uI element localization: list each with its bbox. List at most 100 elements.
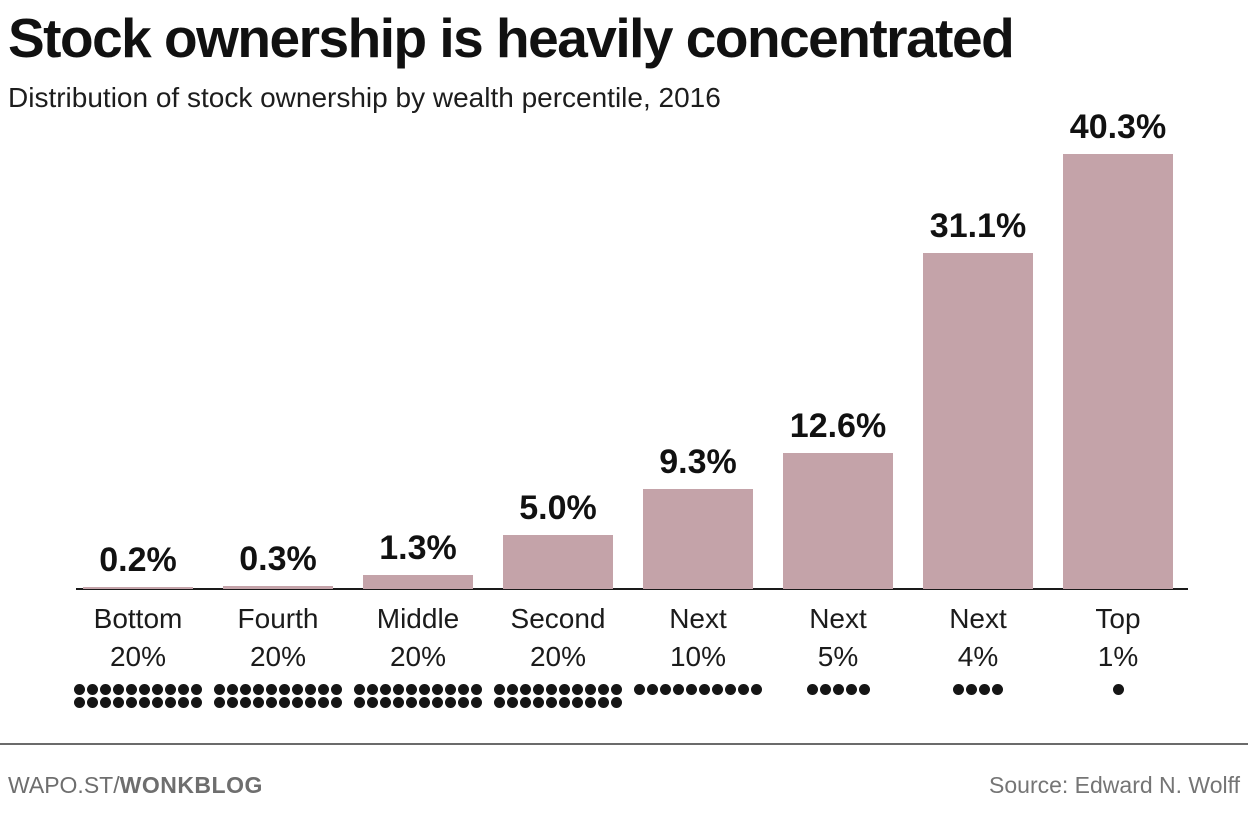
value-label-second-20-: 5.0% [519, 489, 597, 527]
category-label-bottom-20-: Bottom 20% [28, 600, 248, 676]
population-dot [139, 697, 150, 708]
population-dot [966, 684, 977, 695]
category-label-top-1-: Top 1% [1008, 600, 1228, 676]
population-dot [126, 684, 137, 695]
x-axis-line [76, 588, 1188, 590]
category-line2: 20% [109, 641, 167, 672]
population-dot [647, 684, 658, 695]
value-label-next-5-: 12.6% [789, 407, 887, 445]
population-dot [507, 684, 518, 695]
category-line1: Middle [376, 603, 460, 634]
population-dot [100, 697, 111, 708]
population-dot [1112, 684, 1124, 695]
population-dot [845, 684, 857, 695]
population-dot [331, 697, 342, 708]
population-dot [318, 684, 329, 695]
population-dot [87, 684, 98, 695]
population-dot-row [354, 697, 482, 708]
population-dot [380, 684, 391, 695]
population-dot-row [494, 684, 622, 695]
population-dot [819, 684, 831, 695]
population-dot [445, 697, 456, 708]
population-dot [611, 697, 622, 708]
population-dot [458, 684, 469, 695]
value-label-top-1-: 40.3% [1069, 108, 1167, 146]
population-dot [572, 684, 583, 695]
population-dot [354, 697, 365, 708]
population-dot [393, 697, 404, 708]
source-credit: Source: Edward N. Wolff [989, 772, 1240, 798]
population-dot [240, 697, 251, 708]
population-dot [725, 684, 736, 695]
population-dot [585, 684, 596, 695]
bar-next-4- [923, 253, 1033, 589]
brand-prefix: WAPO.ST/ [8, 772, 120, 798]
population-dot [673, 684, 684, 695]
population-dot [279, 697, 290, 708]
population-dot-row [354, 684, 482, 695]
category-line1: Next [949, 603, 1007, 634]
population-dot [100, 684, 111, 695]
population-dot [178, 684, 189, 695]
category-line2: 5% [817, 641, 859, 672]
population-dot [953, 684, 964, 695]
population-dot [979, 684, 990, 695]
category-label-next-5-: Next 5% [728, 600, 948, 676]
population-dot [266, 684, 277, 695]
category-label-middle-20-: Middle 20% [308, 600, 528, 676]
population-dot [139, 684, 150, 695]
category-label-next-4-: Next 4% [868, 600, 1088, 676]
bar-second-20- [503, 535, 613, 589]
population-dot-row [634, 684, 762, 695]
population-dot [546, 697, 557, 708]
bar-middle-20- [363, 575, 473, 589]
population-dot [227, 684, 238, 695]
category-line2: 4% [957, 641, 999, 672]
population-dot [494, 697, 505, 708]
population-dots-next-10- [628, 684, 768, 695]
population-dot [367, 684, 378, 695]
bar-next-10- [643, 489, 753, 589]
population-dot [419, 684, 430, 695]
population-dot [471, 684, 482, 695]
population-dot [367, 697, 378, 708]
category-line2: 20% [389, 641, 447, 672]
category-line1: Second [510, 603, 606, 634]
population-dot [634, 684, 645, 695]
population-dot [214, 684, 225, 695]
population-dot [598, 684, 609, 695]
population-dots-bottom-20- [68, 684, 208, 708]
population-dot [152, 697, 163, 708]
brand-wonkblog: WONKBLOG [119, 772, 263, 798]
population-dot [152, 684, 163, 695]
population-dot [380, 697, 391, 708]
population-dots-fourth-20- [208, 684, 348, 708]
bar-top-1- [1063, 154, 1173, 589]
category-line2: 20% [529, 641, 587, 672]
population-dot [520, 684, 531, 695]
population-dot-row [953, 684, 1003, 695]
population-dot [738, 684, 749, 695]
population-dot [712, 684, 723, 695]
population-dot [292, 684, 303, 695]
population-dot [240, 684, 251, 695]
category-line1: Top [1095, 603, 1141, 634]
population-dot [126, 697, 137, 708]
population-dot [494, 684, 505, 695]
population-dot [992, 684, 1003, 695]
population-dots-second-20- [488, 684, 628, 708]
population-dot [318, 697, 329, 708]
population-dot [406, 684, 417, 695]
population-dot [305, 684, 316, 695]
population-dot [546, 684, 557, 695]
population-dot [611, 684, 622, 695]
brand-credit: WAPO.ST/WONKBLOG [8, 772, 263, 799]
population-dot [165, 697, 176, 708]
value-label-bottom-20-: 0.2% [99, 541, 177, 579]
population-dot [572, 697, 583, 708]
footer-divider [0, 743, 1248, 745]
value-label-fourth-20-: 0.3% [239, 540, 317, 578]
category-line2: 10% [669, 641, 727, 672]
population-dot-row [74, 697, 202, 708]
